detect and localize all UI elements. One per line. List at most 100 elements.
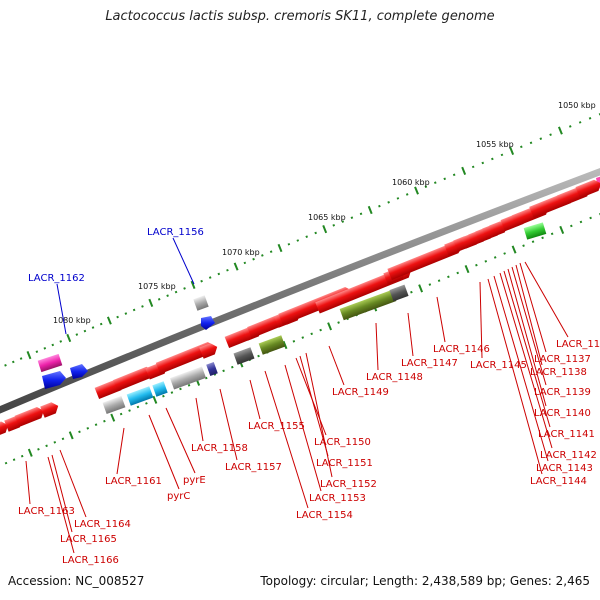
topology-summary: Topology: circular; Length: 2,438,589 bp… xyxy=(260,574,590,588)
minor-tick xyxy=(443,177,447,181)
major-tick xyxy=(461,166,467,175)
minor-tick xyxy=(481,161,485,165)
inner-minor-tick xyxy=(145,402,148,405)
inner-minor-tick xyxy=(119,412,123,416)
major-tick xyxy=(26,351,32,360)
gene-label: pyrE xyxy=(183,475,206,486)
gene-label: LACR_1163 xyxy=(18,506,75,517)
leader-line xyxy=(51,454,73,533)
minor-tick xyxy=(405,193,409,196)
minor-tick xyxy=(43,347,47,350)
inner-major-tick xyxy=(511,245,517,254)
inner-major-tick xyxy=(464,264,470,274)
gene-pyrc-box xyxy=(126,386,154,406)
inner-minor-tick xyxy=(257,354,260,358)
minor-tick xyxy=(208,276,212,279)
gene-label: LACR_1144 xyxy=(530,476,587,487)
leader-line xyxy=(375,322,379,371)
cds-arrow xyxy=(155,341,215,375)
inner-minor-tick xyxy=(310,332,313,336)
gene-label: LACR_1154 xyxy=(296,510,353,521)
minor-tick xyxy=(35,350,39,354)
inner-minor-tick xyxy=(187,384,191,387)
inner-minor-tick xyxy=(222,369,225,373)
gene-label: LACR_1140 xyxy=(534,408,591,419)
minor-tick xyxy=(243,261,247,265)
inner-major-tick xyxy=(327,322,333,331)
minor-tick xyxy=(471,165,475,169)
major-tick xyxy=(277,243,283,253)
minor-tick xyxy=(520,145,523,149)
inner-minor-tick xyxy=(503,252,506,255)
minor-tick xyxy=(132,308,136,312)
minor-tick xyxy=(332,224,336,227)
minor-tick xyxy=(99,322,103,326)
gene-label: LACR_1165 xyxy=(60,534,117,545)
leader-line xyxy=(299,355,329,457)
inner-major-tick xyxy=(559,225,565,234)
cds-arrow xyxy=(387,241,462,281)
scale-labels: 1050 kbp 1055 kbp 1060 kbp 1065 kbp 1070 kbp… xyxy=(53,101,596,325)
gene-lacr-1162-box xyxy=(37,353,63,373)
inner-minor-tick xyxy=(550,232,554,236)
minor-tick xyxy=(539,137,543,141)
minor-tick xyxy=(19,357,23,360)
cds-arrow xyxy=(113,366,154,392)
feature-row-2 xyxy=(102,222,547,415)
minor-tick xyxy=(529,141,533,145)
minor-tick xyxy=(359,212,363,216)
minor-tick xyxy=(578,121,582,124)
cds-arrow xyxy=(575,179,600,199)
minor-tick xyxy=(124,312,128,315)
leader-line xyxy=(284,364,322,492)
scale-label: 1050 kbp xyxy=(558,101,596,110)
gene-label: LACR_1156 xyxy=(147,227,204,238)
gene-lacr-1156-box xyxy=(193,295,209,311)
minor-tick xyxy=(83,329,87,333)
gene-label: LACR_1136 xyxy=(556,339,600,350)
minor-tick xyxy=(491,157,494,161)
cds-arrow xyxy=(0,421,9,439)
leader-line xyxy=(499,272,553,449)
leader-line xyxy=(479,281,483,359)
gene-label: LACR_1143 xyxy=(536,463,593,474)
leader-line xyxy=(487,278,543,475)
gene-lacr-1158-box xyxy=(169,366,207,390)
minor-tick xyxy=(424,185,428,188)
leader-line xyxy=(407,312,414,357)
minor-tick xyxy=(252,257,255,261)
gene-label: pyrC xyxy=(167,491,190,502)
inner-minor-tick xyxy=(292,339,296,343)
gene-lacr-1157-box xyxy=(233,347,255,365)
leader-line xyxy=(25,460,31,505)
cds-arrow xyxy=(14,406,44,428)
gene-label: LACR_1152 xyxy=(320,479,377,490)
inner-minor-tick xyxy=(20,454,24,458)
inner-minor-tick xyxy=(179,387,182,391)
gene-label: LACR_1142 xyxy=(540,450,597,461)
inner-minor-tick xyxy=(579,220,583,224)
inner-minor-tick xyxy=(531,240,535,244)
gene-label: LACR_1147 xyxy=(401,358,458,369)
minor-tick xyxy=(75,333,79,336)
major-tick xyxy=(414,186,419,195)
scale-label: 1080 kbp xyxy=(53,316,91,325)
inner-minor-tick xyxy=(541,236,544,240)
major-tick xyxy=(509,146,515,155)
leader-line xyxy=(195,397,204,442)
inner-minor-tick xyxy=(53,441,57,444)
gene-label: LACR_1155 xyxy=(248,421,305,432)
gene-label: LACR_1139 xyxy=(534,387,591,398)
minor-tick xyxy=(261,254,264,257)
minor-tick xyxy=(500,153,504,157)
gene-lacr-1161-box xyxy=(102,395,126,415)
inner-major-tick xyxy=(68,431,74,440)
scale-label: 1055 kbp xyxy=(476,140,514,149)
minor-tick xyxy=(269,250,273,254)
leader-line xyxy=(524,261,569,338)
scale-label: 1060 kbp xyxy=(392,178,430,187)
gene-label: LACR_1145 xyxy=(470,360,527,371)
minor-tick xyxy=(217,272,221,276)
inner-minor-tick xyxy=(12,458,16,461)
leader-line xyxy=(511,266,547,386)
